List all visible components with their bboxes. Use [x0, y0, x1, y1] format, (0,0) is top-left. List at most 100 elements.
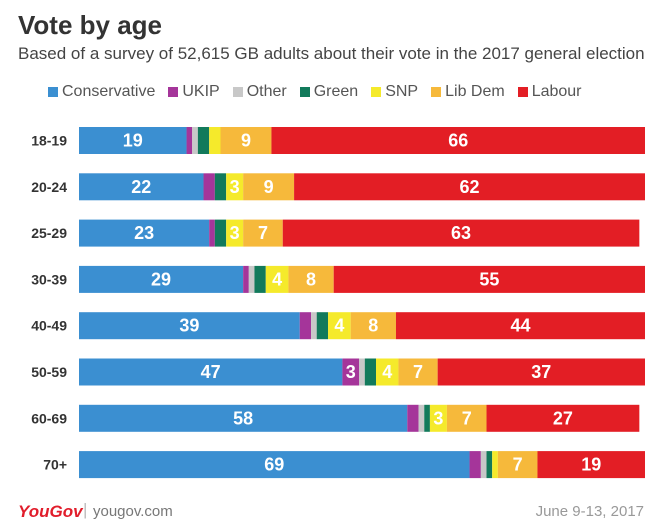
bar-segment-conservative — [79, 404, 408, 432]
legend-item-green: Green — [299, 83, 359, 101]
data-label: 19 — [581, 455, 601, 475]
category-label: 60-69 — [31, 410, 67, 426]
legend-swatch — [299, 87, 310, 97]
legend-item-other: Other — [232, 83, 287, 101]
footer-url: yougov.com — [93, 503, 173, 520]
legend-item-conservative: Conservative — [48, 83, 155, 101]
bar-segment-labour — [333, 265, 645, 293]
bar-segment-snp — [226, 173, 244, 201]
bar-segment-ukip — [407, 404, 419, 432]
chart-subtitle: Based of a survey of 52,615 GB adults ab… — [18, 44, 645, 63]
bar-segment-conservative — [79, 358, 343, 386]
data-label: 4 — [382, 362, 392, 382]
bar-segment-conservative — [79, 312, 300, 340]
legend: Conservative UKIP Other Green SNP Lib Dem Labo… — [48, 83, 582, 101]
legend-label: Other — [246, 83, 287, 100]
bar-segment-labour — [271, 127, 645, 154]
bar-segment-other — [192, 127, 198, 154]
bar-segment-other — [418, 404, 425, 432]
bar-segment-green — [364, 358, 377, 386]
bar-segment-ukip — [203, 173, 215, 201]
category-label: 25-29 — [31, 225, 67, 241]
legend-label: Conservative — [62, 83, 156, 100]
category-label: 50-59 — [31, 364, 67, 380]
legend-label: UKIP — [182, 83, 220, 100]
legend-swatch — [232, 87, 243, 97]
category-label: 70+ — [43, 457, 67, 473]
bar-segment-lib-dem — [220, 127, 272, 154]
bar-segment-snp — [376, 358, 399, 386]
data-label: 62 — [460, 177, 480, 197]
bar-segment-snp — [328, 312, 351, 340]
data-label: 47 — [201, 362, 221, 382]
data-label: 39 — [179, 316, 199, 336]
category-label: 40-49 — [31, 318, 67, 334]
bar-segment-other — [248, 265, 255, 293]
data-label: 29 — [151, 269, 171, 289]
data-label: 3 — [230, 223, 240, 243]
bar-segment-labour — [437, 358, 645, 386]
legend-item-lib-dem: Lib Dem — [431, 83, 505, 101]
bar-segment-lib-dem — [398, 358, 438, 386]
bar-segment-lib-dem — [243, 173, 295, 201]
data-label: 7 — [413, 362, 423, 382]
bar-segment-labour — [537, 451, 645, 479]
data-label: 4 — [334, 316, 344, 336]
bar-segment-conservative — [79, 219, 210, 247]
data-label: 9 — [241, 131, 251, 151]
data-label: 7 — [513, 455, 523, 475]
legend-item-labour: Labour — [517, 83, 582, 101]
legend-label: Green — [313, 83, 359, 100]
bar-segment-conservative — [79, 265, 244, 293]
category-label: 20-24 — [31, 179, 67, 195]
data-label: 3 — [433, 408, 443, 428]
bar-segment-green — [254, 265, 266, 293]
data-label: 7 — [462, 408, 472, 428]
bar-segment-green — [486, 451, 493, 479]
data-label: 8 — [368, 316, 378, 336]
data-label: 58 — [233, 408, 253, 428]
data-label: 8 — [306, 269, 316, 289]
data-label: 63 — [451, 223, 471, 243]
data-label: 37 — [531, 362, 551, 382]
data-label: 9 — [264, 177, 274, 197]
bar-segment-lib-dem — [446, 404, 487, 432]
legend-label: SNP — [385, 83, 419, 100]
data-label: 44 — [510, 316, 530, 336]
bar-segment-lib-dem — [288, 265, 334, 293]
footer-separator: | — [83, 500, 88, 519]
data-label: 19 — [123, 131, 143, 151]
legend-swatch — [48, 87, 58, 97]
bar-segment-snp — [226, 219, 244, 247]
bar-segment-snp — [429, 404, 447, 432]
bar-segment-other — [359, 358, 365, 386]
footer-date: June 9-13, 2017 — [535, 503, 644, 520]
data-label: 55 — [479, 269, 499, 289]
data-label: 69 — [264, 455, 284, 475]
bar-segment-conservative — [79, 173, 204, 201]
bar-segment-green — [197, 127, 210, 154]
bar-segment-snp — [265, 265, 289, 293]
bar-segment-labour — [294, 173, 645, 201]
legend-swatch — [371, 87, 382, 97]
bar-segment-lib-dem — [243, 219, 283, 247]
bar-segment-ukip — [469, 451, 481, 479]
data-label: 66 — [448, 131, 468, 151]
legend-item-ukip: UKIP — [168, 83, 220, 101]
legend-label: Lib Dem — [445, 83, 505, 100]
bar-segment-labour — [486, 404, 640, 432]
chart-title: Vote by age — [18, 10, 163, 40]
bar-segment-other — [480, 451, 487, 479]
data-label: 4 — [272, 269, 282, 289]
legend-swatch — [517, 87, 528, 97]
bar-segment-labour — [282, 219, 640, 247]
bar-segment-lib-dem — [497, 451, 538, 479]
bar-segment-green — [214, 219, 227, 247]
legend-label: Labour — [531, 83, 582, 100]
legend-swatch — [168, 87, 179, 97]
bar-segment-green — [214, 173, 227, 201]
bar-segment-conservative — [79, 451, 470, 479]
data-label: 3 — [346, 362, 356, 382]
bar-segment-ukip — [209, 219, 215, 247]
